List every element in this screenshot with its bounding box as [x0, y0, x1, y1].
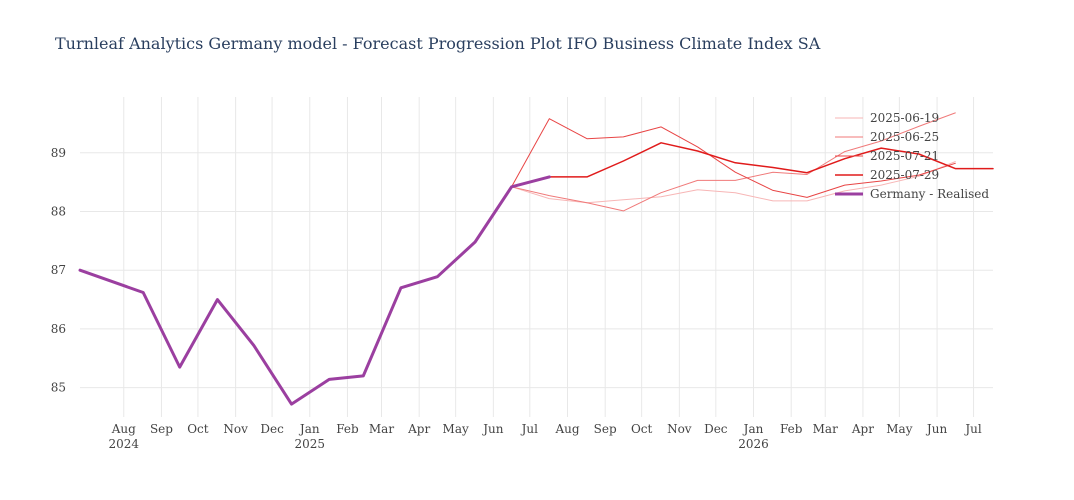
grid-layer — [80, 97, 993, 417]
y-tick-label: 85 — [51, 381, 66, 395]
x-tick-year: 2025 — [294, 437, 325, 451]
series-line-2025-06-25 — [511, 112, 956, 212]
series-layer — [78, 112, 994, 406]
x-tick-label: Jun — [481, 422, 504, 436]
legend-label: Germany - Realised — [870, 187, 989, 201]
y-tick-label: 87 — [51, 263, 66, 277]
x-tick-label: Jan — [298, 422, 320, 436]
x-tick-label: Apr — [407, 422, 430, 436]
x-tick-label: Nov — [667, 422, 692, 436]
x-tick-label: Feb — [336, 422, 359, 436]
x-tick-label: Dec — [260, 422, 284, 436]
y-tick-label: 89 — [51, 146, 66, 160]
legend-label: 2025-07-29 — [870, 168, 939, 182]
series-line-germany-realised — [78, 175, 551, 406]
legend[interactable]: 2025-06-19 2025-06-25 2025-07-21 2025-07-29… — [835, 111, 989, 201]
series-line-2025-07-21 — [511, 118, 956, 198]
x-tick-label: Mar — [369, 422, 394, 436]
x-tick-label: Jul — [520, 422, 539, 436]
legend-item[interactable]: 2025-06-25 — [835, 130, 939, 144]
y-tick-label: 88 — [51, 204, 66, 218]
legend-label: 2025-06-25 — [870, 130, 939, 144]
x-tick-label: Sep — [594, 422, 617, 436]
x-tick-label: May — [886, 422, 912, 436]
x-tick-label: Feb — [780, 422, 803, 436]
legend-item[interactable]: 2025-07-21 — [835, 149, 939, 163]
legend-label: 2025-07-21 — [870, 149, 939, 163]
legend-item[interactable]: Germany - Realised — [835, 187, 989, 201]
x-tick-label: Sep — [150, 422, 173, 436]
x-tick-label: Oct — [631, 422, 653, 436]
legend-item[interactable]: 2025-06-19 — [835, 111, 939, 125]
x-tick-label: Jun — [925, 422, 948, 436]
x-tick-label: Dec — [704, 422, 728, 436]
chart-title: Turnleaf Analytics Germany model - Forec… — [55, 34, 821, 53]
x-tick-label: Mar — [813, 422, 838, 436]
x-tick-year: 2024 — [108, 437, 139, 451]
x-tick-label: Aug — [111, 422, 136, 436]
x-tick-label: Apr — [851, 422, 874, 436]
x-tick-label: Nov — [223, 422, 248, 436]
x-tick-label: May — [443, 422, 469, 436]
x-tick-label: Oct — [187, 422, 209, 436]
series-line-2025-07-29 — [548, 142, 994, 178]
x-tick-year: 2026 — [738, 437, 769, 451]
legend-item[interactable]: 2025-07-29 — [835, 168, 939, 182]
x-tick-label: Jul — [963, 422, 982, 436]
x-tick-label: Jan — [742, 422, 764, 436]
y-tick-label: 86 — [51, 322, 66, 336]
legend-label: 2025-06-19 — [870, 111, 939, 125]
x-tick-label: Aug — [554, 422, 579, 436]
